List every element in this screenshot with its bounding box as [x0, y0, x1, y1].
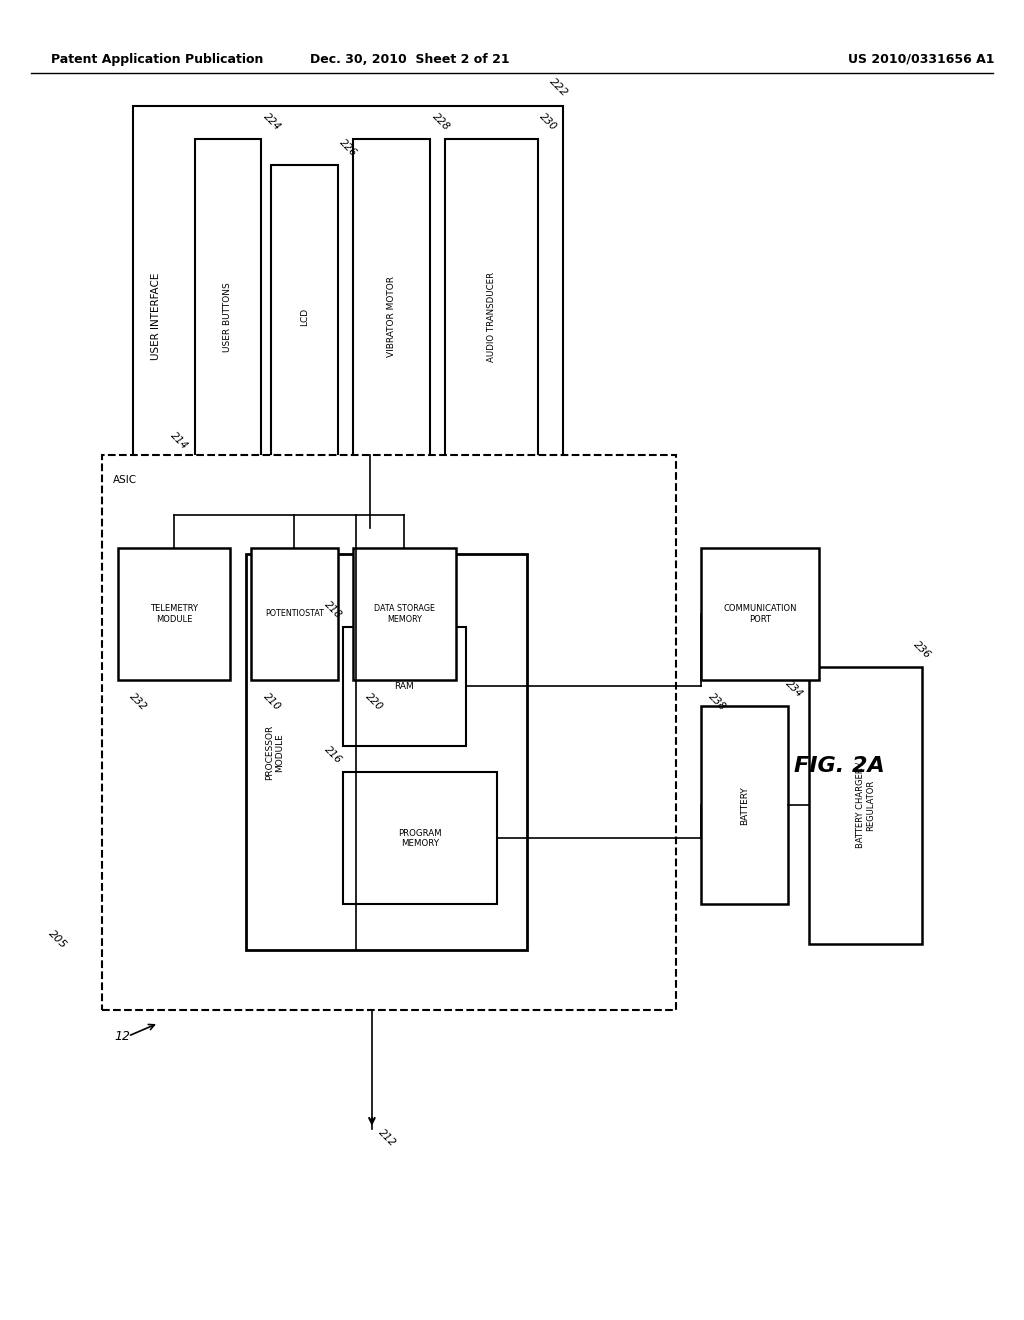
Text: FIG. 2A: FIG. 2A — [795, 755, 885, 776]
Text: 218: 218 — [323, 599, 344, 620]
FancyBboxPatch shape — [701, 548, 819, 680]
FancyBboxPatch shape — [195, 139, 261, 495]
Text: 212: 212 — [377, 1127, 398, 1148]
Text: USER INTERFACE: USER INTERFACE — [151, 273, 161, 360]
Text: RAM: RAM — [394, 682, 415, 690]
FancyBboxPatch shape — [271, 165, 338, 469]
FancyBboxPatch shape — [246, 554, 527, 950]
FancyBboxPatch shape — [251, 548, 338, 680]
Text: PROGRAM
MEMORY: PROGRAM MEMORY — [398, 829, 441, 847]
Text: AUDIO TRANSDUCER: AUDIO TRANSDUCER — [487, 272, 496, 362]
Text: 222: 222 — [548, 77, 570, 99]
Text: 224: 224 — [261, 111, 283, 132]
Text: 232: 232 — [128, 692, 150, 713]
FancyBboxPatch shape — [133, 106, 563, 528]
FancyBboxPatch shape — [102, 455, 676, 1010]
FancyBboxPatch shape — [353, 139, 430, 495]
Text: 205: 205 — [46, 928, 69, 950]
Text: 210: 210 — [261, 692, 283, 713]
Text: 226: 226 — [338, 137, 359, 158]
Text: 220: 220 — [364, 692, 385, 713]
Text: Dec. 30, 2010  Sheet 2 of 21: Dec. 30, 2010 Sheet 2 of 21 — [310, 53, 509, 66]
Text: COMMUNICATION
PORT: COMMUNICATION PORT — [724, 605, 797, 623]
Text: US 2010/0331656 A1: US 2010/0331656 A1 — [848, 53, 995, 66]
Text: LCD: LCD — [300, 308, 309, 326]
Text: USER BUTTONS: USER BUTTONS — [223, 282, 232, 351]
FancyBboxPatch shape — [343, 772, 497, 904]
Text: 234: 234 — [783, 678, 805, 700]
Text: ASIC: ASIC — [113, 475, 137, 486]
Text: 214: 214 — [169, 430, 190, 451]
Text: Patent Application Publication: Patent Application Publication — [51, 53, 263, 66]
Text: TELEMETRY
MODULE: TELEMETRY MODULE — [151, 605, 198, 623]
Text: BATTERY: BATTERY — [740, 785, 750, 825]
FancyBboxPatch shape — [701, 706, 788, 904]
Text: 238: 238 — [707, 692, 728, 713]
Text: 12: 12 — [115, 1030, 131, 1043]
FancyBboxPatch shape — [343, 627, 466, 746]
Text: PROCESSOR
MODULE: PROCESSOR MODULE — [265, 725, 284, 780]
Text: 236: 236 — [911, 639, 933, 660]
Text: VIBRATOR MOTOR: VIBRATOR MOTOR — [387, 276, 396, 358]
FancyBboxPatch shape — [445, 139, 538, 495]
Text: 228: 228 — [430, 111, 452, 132]
FancyBboxPatch shape — [809, 667, 922, 944]
Text: 230: 230 — [538, 111, 559, 132]
Text: BATTERY CHARGER /
REGULATOR: BATTERY CHARGER / REGULATOR — [856, 762, 874, 849]
FancyBboxPatch shape — [353, 548, 456, 680]
Text: 216: 216 — [323, 744, 344, 766]
Text: POTENTIOSTAT: POTENTIOSTAT — [265, 610, 324, 618]
Text: DATA STORAGE
MEMORY: DATA STORAGE MEMORY — [374, 605, 435, 623]
FancyBboxPatch shape — [118, 548, 230, 680]
